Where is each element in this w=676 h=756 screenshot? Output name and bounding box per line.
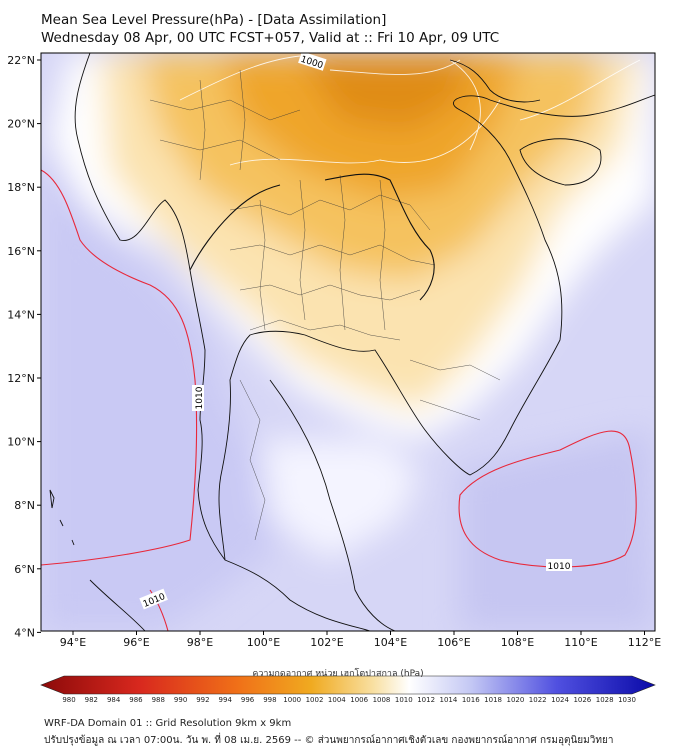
colorbar-tick-label: 1016 (462, 696, 480, 704)
colorbar-tick-label: 1002 (306, 696, 324, 704)
map-subtitle: Wednesday 08 Apr, 00 UTC FCST+057, Valid… (41, 30, 500, 46)
coastlines (49, 53, 655, 631)
colorbar-tick-label: 982 (85, 696, 98, 704)
latitude-label: 14°N (7, 308, 35, 321)
colorbar-tick-label: 1006 (350, 696, 368, 704)
colorbar-tick-label: 988 (152, 696, 165, 704)
latitude-label: 8°N (14, 499, 35, 512)
colorbar-tick-label: 1026 (573, 696, 591, 704)
colorbar-tick-label: 1022 (529, 696, 547, 704)
longitude-label: 110°E (564, 636, 597, 649)
province-boundaries (149, 69, 501, 541)
latitude-axis: 22°N 20°N 18°N 16°N 14°N 12°N 10°N 8°N 6°N 4°N (7, 54, 41, 639)
longitude-label: 104°E (374, 636, 407, 649)
contour-label-1010: 1010 (548, 562, 571, 572)
colorbar-tick-label: 992 (196, 696, 209, 704)
map-title: Mean Sea Level Pressure(hPa) - [Data Ass… (41, 12, 387, 28)
colorbar-tick-label: 1004 (328, 696, 346, 704)
colorbar-tick-label: 994 (219, 696, 233, 704)
map-frame (40, 52, 656, 632)
colorbar-tick-label: 1008 (373, 696, 391, 704)
colorbar-tick-label: 1012 (417, 696, 435, 704)
pressure-field (41, 53, 655, 631)
colorbar-title: ความกดอากาศ หน่วย เฮกโตปาสกาล (hPa) (252, 669, 424, 679)
colorbar-tick-label: 1028 (596, 696, 614, 704)
latitude-label: 22°N (7, 54, 35, 67)
colorbar-tick-label: 1010 (395, 696, 413, 704)
colorbar-tick-label: 1000 (283, 696, 301, 704)
longitude-label: 94°E (60, 636, 86, 649)
colorbar-tick-label: 1024 (551, 696, 569, 704)
colorbar-tick-label: 1014 (440, 696, 458, 704)
footer-credits: ปรับปรุงข้อมูล ณ เวลา 07:00น. วัน พ. ที่… (44, 735, 614, 746)
latitude-label: 10°N (7, 436, 35, 449)
longitude-axis: 94°E 96°E 98°E 100°E 102°E 104°E 106°E 108°E 110… (60, 631, 661, 649)
colorbar-tick-label: 1018 (484, 696, 502, 704)
colorbar-tick-label: 996 (241, 696, 255, 704)
colorbar-tick-label: 1020 (506, 696, 524, 704)
colorbar-tick-label: 1030 (618, 696, 636, 704)
colorbar-tick-label: 998 (263, 696, 276, 704)
latitude-label: 20°N (7, 118, 35, 131)
latitude-label: 16°N (7, 245, 35, 258)
colorbar-tick-label: 984 (107, 696, 121, 704)
colorbar-tick-label: 990 (174, 696, 187, 704)
latitude-label: 6°N (14, 563, 35, 576)
longitude-label: 112°E (628, 636, 661, 649)
longitude-label: 102°E (310, 636, 343, 649)
colorbar-tick-label: 986 (129, 696, 143, 704)
country-borders (189, 173, 435, 301)
footer-domain-info: WRF-DA Domain 01 :: Grid Resolution 9km … (44, 718, 292, 729)
longitude-label: 106°E (437, 636, 470, 649)
latitude-label: 18°N (7, 181, 35, 194)
longitude-label: 98°E (187, 636, 213, 649)
longitude-label: 100°E (247, 636, 280, 649)
latitude-label: 12°N (7, 372, 35, 385)
colorbar-ticks: 980 982 984 986 988 990 992 994 996 998 1000 1002 10… (62, 696, 636, 704)
contour-label-1010: 1010 (195, 386, 205, 409)
colorbar: 980 982 984 986 988 990 992 994 996 998 1000 1002 10… (40, 675, 656, 704)
longitude-label: 96°E (123, 636, 149, 649)
longitude-label: 108°E (501, 636, 534, 649)
colorbar-tick-label: 980 (62, 696, 75, 704)
latitude-label: 4°N (14, 626, 35, 639)
